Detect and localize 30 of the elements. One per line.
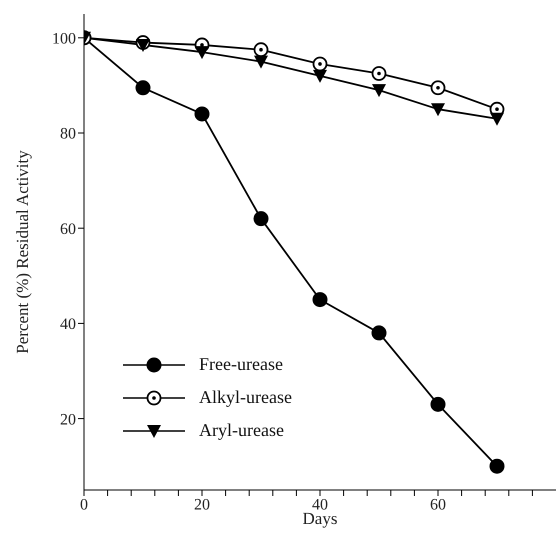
y-axis-title: Percent (%) Residual Activity bbox=[13, 150, 32, 354]
point bbox=[312, 292, 328, 308]
point bbox=[312, 56, 328, 72]
x-tick-label: 0 bbox=[80, 496, 88, 514]
point bbox=[136, 38, 150, 52]
point bbox=[430, 396, 446, 412]
y-tick-label: 80 bbox=[60, 126, 76, 143]
point bbox=[490, 458, 504, 474]
legend-label: Alkyl-urease bbox=[199, 387, 292, 408]
point bbox=[254, 56, 268, 69]
point bbox=[254, 42, 268, 58]
legend-label: Free-urease bbox=[199, 354, 283, 375]
point bbox=[195, 46, 209, 60]
y-tick-label: 60 bbox=[60, 220, 76, 238]
point bbox=[431, 103, 445, 116]
legend-label: Aryl-urease bbox=[199, 420, 284, 441]
point bbox=[372, 84, 386, 98]
point bbox=[430, 80, 446, 96]
y-tick-label: 40 bbox=[60, 316, 76, 334]
point bbox=[490, 112, 504, 126]
point bbox=[254, 211, 268, 226]
point bbox=[372, 66, 386, 81]
point bbox=[372, 325, 386, 340]
point bbox=[136, 80, 150, 96]
x-tick-label: 20 bbox=[194, 496, 210, 514]
point bbox=[313, 70, 327, 83]
point bbox=[194, 106, 210, 122]
y-tick-label: 20 bbox=[60, 411, 76, 428]
x-tick-label: 60 bbox=[430, 496, 446, 514]
y-tick-label: 100 bbox=[52, 30, 76, 48]
